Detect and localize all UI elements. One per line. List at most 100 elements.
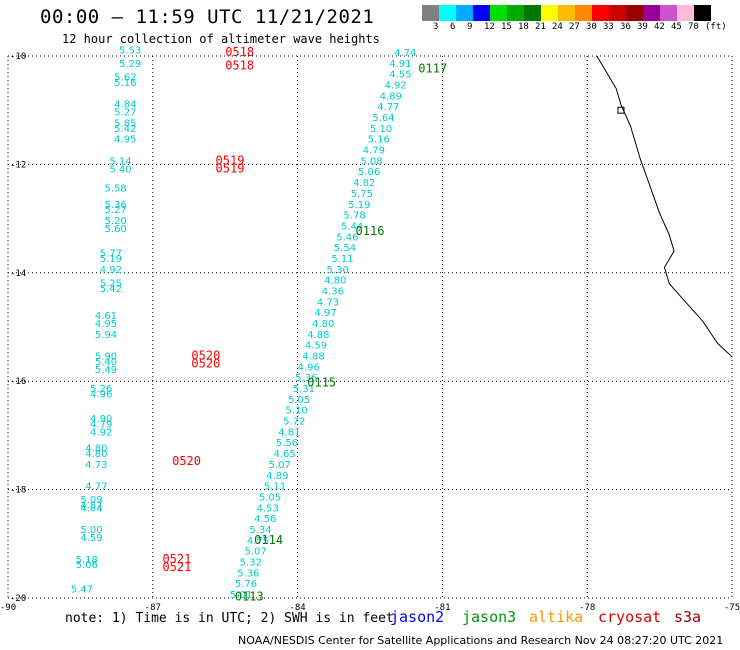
- island: [617, 106, 625, 114]
- wave-height-value: 5.72: [283, 417, 305, 428]
- pass-number-label: 0519: [216, 153, 245, 167]
- wave-height-value: 5.06: [358, 167, 380, 178]
- pass-number-label: 0116: [356, 224, 385, 238]
- wave-height-value: 4.87: [80, 501, 102, 512]
- wave-height-value: 5.34: [249, 525, 271, 536]
- color-swatch: [626, 5, 643, 21]
- color-scale-label: 39: [637, 22, 648, 32]
- lon-tick-label: -87: [145, 603, 161, 613]
- wave-height-value: 4.36: [322, 286, 344, 297]
- lat-tick-label: -14: [10, 269, 26, 279]
- wave-height-value: 4.81: [278, 427, 300, 438]
- pass-number-label: 0519: [216, 162, 245, 176]
- color-swatch: [422, 5, 439, 21]
- wave-height-value: 5.27: [105, 205, 127, 216]
- wave-height-value: 5.46: [336, 232, 358, 243]
- pass-number-label: 0117: [418, 61, 447, 75]
- wave-height-value: 5.36: [237, 568, 259, 579]
- color-swatch: [473, 5, 490, 21]
- color-swatch: [609, 5, 626, 21]
- pass-number-label: 0521: [162, 560, 191, 574]
- lat-tick-label: -12: [10, 160, 26, 170]
- wave-height-value: 5.32: [240, 557, 262, 568]
- color-swatch: [558, 5, 575, 21]
- color-scale-label: 36: [620, 22, 631, 32]
- wave-height-value: 5.36: [295, 373, 317, 384]
- wave-height-value: 5.08: [360, 156, 382, 167]
- wave-height-value: 4.95: [114, 135, 136, 146]
- wave-height-value: 5.47: [71, 585, 93, 596]
- page-title: 00:00 – 11:59 UTC 11/21/2021: [40, 6, 375, 28]
- wave-height-value: 4.53: [257, 503, 279, 514]
- pass-number-label: 0518: [225, 45, 254, 59]
- wave-height-value: 5.05: [288, 395, 310, 406]
- color-scale-swatches: [422, 5, 711, 21]
- wave-height-value: 5.85: [114, 118, 136, 129]
- color-scale-label: 9: [467, 22, 473, 32]
- color-swatch: [490, 5, 507, 21]
- wave-height-value: 4.61: [95, 311, 117, 322]
- lon-tick-label: -78: [579, 603, 595, 613]
- wave-height-value: 4.55: [389, 70, 411, 81]
- wave-height-value: 5.62: [114, 72, 136, 83]
- wave-height-value: 5.11: [264, 482, 286, 493]
- wave-height-value: 5.42: [114, 124, 136, 135]
- wave-height-value: 4.96: [90, 389, 112, 400]
- color-scale-label: 30: [586, 22, 597, 32]
- lon-tick-label: -81: [434, 603, 450, 613]
- wave-height-value: 4.88: [307, 330, 329, 341]
- coastline: [596, 55, 733, 358]
- color-scale-label: 24: [552, 22, 563, 32]
- color-scale-label: 3: [433, 22, 439, 32]
- wave-height-value: 4.84: [80, 503, 102, 514]
- wave-height-value: 4.88: [302, 352, 324, 363]
- legend-jason3: jason3: [462, 608, 517, 626]
- wave-height-value: 5.36: [105, 200, 127, 211]
- wave-height-value: 5.75: [351, 189, 373, 200]
- wave-height-value: 5.76: [235, 579, 257, 590]
- wave-height-value: 5.94: [95, 330, 117, 341]
- legend-altika: altika: [529, 608, 584, 626]
- color-swatch: [456, 5, 473, 21]
- wave-height-value: 4.91: [389, 59, 411, 70]
- wave-height-value: 4.89: [266, 471, 288, 482]
- color-swatch: [694, 5, 711, 21]
- wave-height-value: 4.79: [90, 419, 112, 430]
- legend-jason2: jason2: [390, 608, 445, 626]
- pass-number-label: 0521: [162, 552, 191, 566]
- lat-tick-label: -20: [10, 594, 26, 604]
- wave-height-value: 4.96: [298, 362, 320, 373]
- wave-height-value: 5.60: [105, 224, 127, 235]
- wave-height-value: 5.78: [343, 211, 365, 222]
- color-swatch: [677, 5, 694, 21]
- color-swatch: [507, 5, 524, 21]
- legend-s3a: s3a: [674, 608, 702, 626]
- color-scale-label: 42: [654, 22, 665, 32]
- credit-footer: NOAA/NESDIS Center for Satellite Applica…: [238, 634, 724, 647]
- wave-height-value: 5.53: [119, 45, 141, 56]
- page-subtitle: 12 hour collection of altimeter wave hei…: [62, 32, 380, 46]
- color-scale-label: (ft): [705, 22, 727, 32]
- wave-height-value: 5.42: [100, 284, 122, 295]
- wave-height-value: 4.95: [95, 319, 117, 330]
- wave-height-value: 4.75: [247, 536, 269, 547]
- wave-height-value: 5.00: [80, 525, 102, 536]
- pass-number-label: 0520: [191, 357, 220, 371]
- wave-height-value: 5.09: [80, 495, 102, 506]
- lat-tick-label: -16: [10, 377, 26, 387]
- wave-height-value: 4.56: [254, 514, 276, 525]
- wave-height-value: 5.10: [370, 124, 392, 135]
- wave-height-value: 4.73: [85, 460, 107, 471]
- color-scale-label: 15: [501, 22, 512, 32]
- wave-height-value: 4.80: [85, 449, 107, 460]
- color-scale-label: 70: [688, 22, 699, 32]
- wave-height-value: 4.80: [312, 319, 334, 330]
- lon-tick-label: -90: [0, 603, 16, 613]
- wave-height-value: 4.92: [384, 81, 406, 92]
- wave-height-value: 5.40: [95, 357, 117, 368]
- color-swatch: [643, 5, 660, 21]
- wave-height-value: 4.92: [100, 265, 122, 276]
- color-scale-label: 6: [450, 22, 456, 32]
- wave-height-value: 4.82: [353, 178, 375, 189]
- wave-height-value: 5.07: [245, 547, 267, 558]
